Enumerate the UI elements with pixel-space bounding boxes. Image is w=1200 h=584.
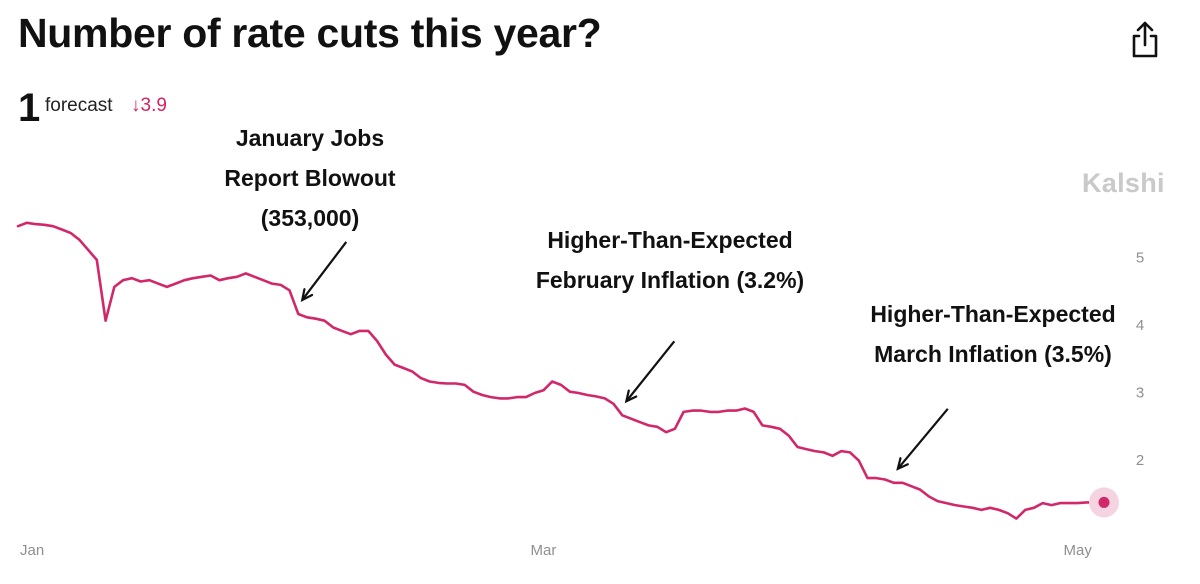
annotation-arrow: [896, 408, 949, 470]
last-point-marker: [1098, 496, 1110, 508]
annotation-arrow: [301, 241, 348, 301]
y-tick-label: 3: [1136, 385, 1144, 402]
kalshi-watermark: Kalshi: [1082, 168, 1165, 198]
annotation-arrowhead: [624, 389, 638, 404]
annotation-arrowhead: [300, 288, 314, 302]
series-line: [16, 221, 1106, 520]
forecast-change-badge: ↓3.9: [131, 95, 167, 116]
forecast-value: 1: [18, 86, 41, 130]
annotation-text: Higher-Than-Expected: [870, 301, 1115, 327]
page-title: Number of rate cuts this year?: [18, 10, 602, 56]
share-icon: [1132, 21, 1158, 58]
y-tick-label: 2: [1136, 452, 1144, 469]
y-tick-label: 4: [1136, 317, 1144, 334]
forecast-label: forecast: [45, 95, 113, 116]
annotation-text: March Inflation (3.5%): [874, 341, 1112, 367]
annotation-arrowhead: [896, 457, 909, 471]
annotation-text: (353,000): [261, 205, 359, 231]
annotation-arrow: [625, 340, 676, 402]
share-button[interactable]: [1128, 20, 1162, 60]
annotation-text: Report Blowout: [224, 165, 396, 191]
x-tick-label: May: [1064, 542, 1093, 559]
annotation-text: January Jobs: [236, 125, 384, 151]
annotation-text: Higher-Than-Expected: [547, 227, 792, 253]
x-tick-label: Jan: [20, 542, 44, 559]
y-tick-label: 5: [1136, 250, 1144, 267]
annotation-text: February Inflation (3.2%): [536, 267, 804, 293]
x-tick-label: Mar: [531, 542, 557, 559]
